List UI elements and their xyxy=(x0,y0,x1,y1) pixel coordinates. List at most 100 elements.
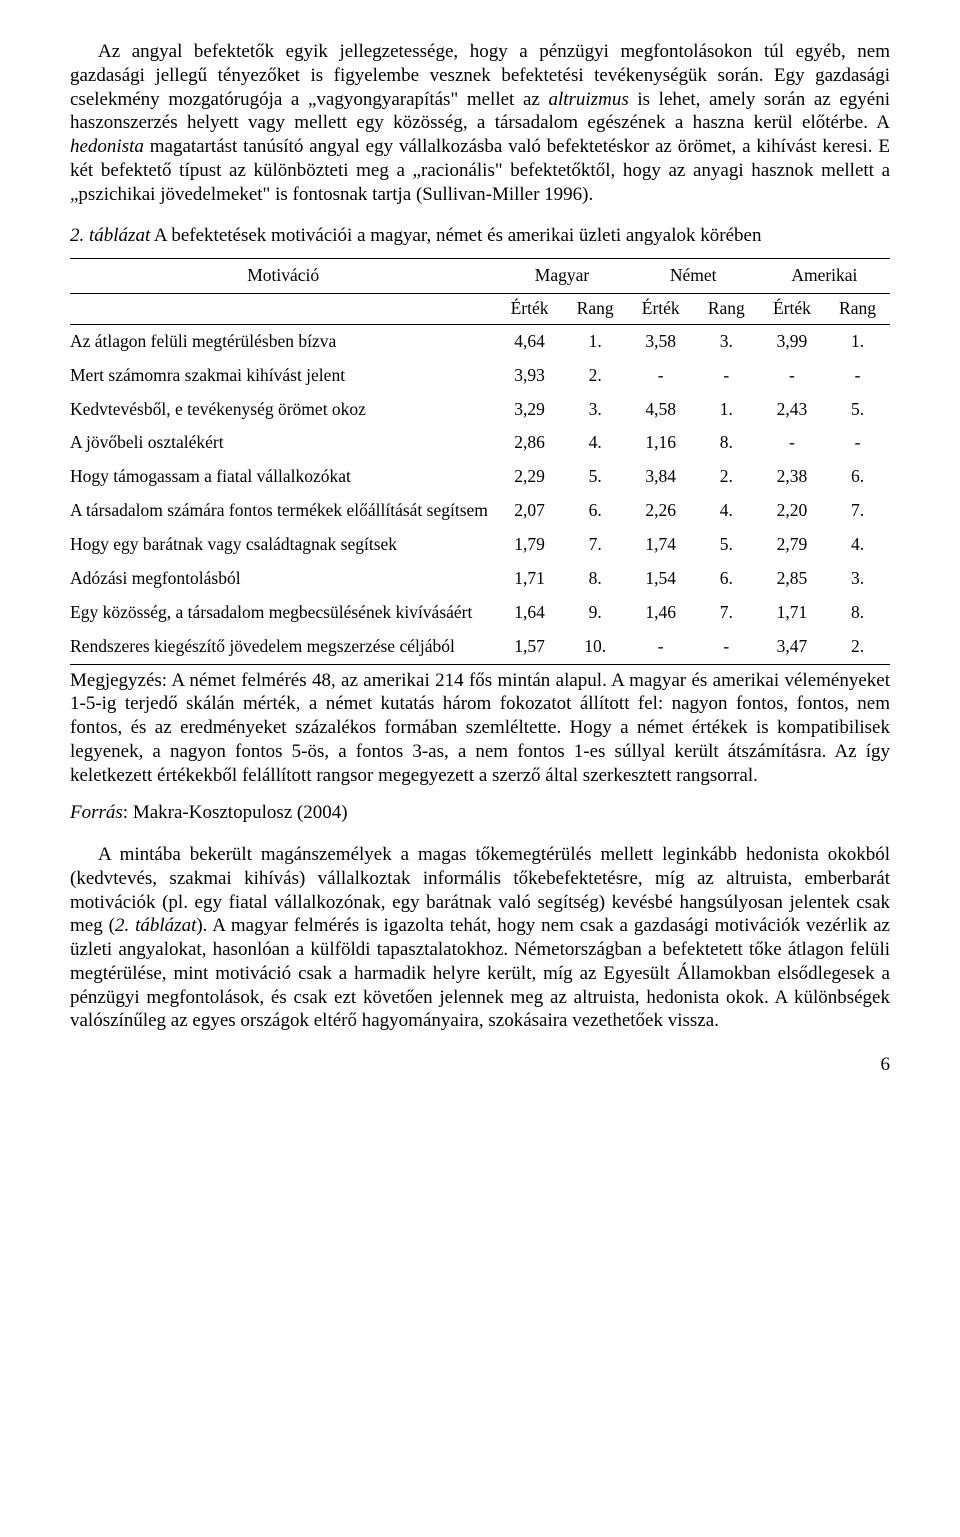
table-cell: 3,93 xyxy=(496,359,562,393)
table-row: Kedvtevésből, e tevékenység örömet okoz3… xyxy=(70,393,890,427)
row-label: Adózási megfontolásból xyxy=(70,562,496,596)
table-cell: 7. xyxy=(825,494,890,528)
table-cell: 7. xyxy=(694,596,759,630)
paragraph-2: A mintába bekerült magánszemélyek a maga… xyxy=(70,843,890,1033)
p1-italic-2: hedonista xyxy=(70,136,144,157)
row-label: Hogy egy barátnak vagy családtagnak segí… xyxy=(70,528,496,562)
row-label: A társadalom számára fontos termékek elő… xyxy=(70,494,496,528)
table-cell: 4. xyxy=(563,426,628,460)
th-ertek-3: Érték xyxy=(759,293,825,324)
table-cell: 8. xyxy=(694,426,759,460)
table-cell: 1,16 xyxy=(628,426,694,460)
table-cell: - xyxy=(759,359,825,393)
table-cell: 4,58 xyxy=(628,393,694,427)
table-cell: 2,86 xyxy=(496,426,562,460)
th-rang-3: Rang xyxy=(825,293,890,324)
table-body: Az átlagon felüli megtérülésben bízva4,6… xyxy=(70,324,890,664)
th-nemet: Német xyxy=(628,259,759,294)
page-number: 6 xyxy=(70,1053,890,1077)
table-cell: 5. xyxy=(694,528,759,562)
th-ertek-2: Érték xyxy=(628,293,694,324)
table-row: Rendszeres kiegészítő jövedelem megszerz… xyxy=(70,630,890,664)
table-cell: 4,64 xyxy=(496,324,562,358)
table-cell: 3,58 xyxy=(628,324,694,358)
table-row: Hogy egy barátnak vagy családtagnak segí… xyxy=(70,528,890,562)
table-cell: 1,64 xyxy=(496,596,562,630)
th-ertek-1: Érték xyxy=(496,293,562,324)
table-cell: 1,71 xyxy=(496,562,562,596)
table-cell: 3,99 xyxy=(759,324,825,358)
th-motivation: Motiváció xyxy=(70,259,496,294)
table-row: Hogy támogassam a fiatal vállalkozókat2,… xyxy=(70,460,890,494)
table-row: Mert számomra szakmai kihívást jelent3,9… xyxy=(70,359,890,393)
th-blank xyxy=(70,293,496,324)
table-cell: 3. xyxy=(694,324,759,358)
row-label: Egy közösség, a társadalom megbecsülésén… xyxy=(70,596,496,630)
motivation-table: Motiváció Magyar Német Amerikai Érték Ra… xyxy=(70,258,890,665)
table-cell: 4. xyxy=(694,494,759,528)
table-cell: 3. xyxy=(563,393,628,427)
row-label: Rendszeres kiegészítő jövedelem megszerz… xyxy=(70,630,496,664)
table-cell: 8. xyxy=(563,562,628,596)
table-row: Adózási megfontolásból1,718.1,546.2,853. xyxy=(70,562,890,596)
table-cell: 2,38 xyxy=(759,460,825,494)
table-cell: 3. xyxy=(825,562,890,596)
table-note: Megjegyzés: A német felmérés 48, az amer… xyxy=(70,669,890,788)
table-cell: - xyxy=(759,426,825,460)
table-cell: 2. xyxy=(825,630,890,664)
table-cell: - xyxy=(825,426,890,460)
source-label: Forrás xyxy=(70,802,123,823)
table-cell: - xyxy=(825,359,890,393)
caption-text: A befektetések motivációi a magyar, néme… xyxy=(150,225,761,246)
table-cell: 3,84 xyxy=(628,460,694,494)
table-cell: 1. xyxy=(694,393,759,427)
table-cell: - xyxy=(694,630,759,664)
table-cell: 2,26 xyxy=(628,494,694,528)
p2-italic: 2. táblázat xyxy=(115,915,196,936)
table-cell: 2. xyxy=(694,460,759,494)
row-label: Az átlagon felüli megtérülésben bízva xyxy=(70,324,496,358)
table-caption: 2. táblázat A befektetések motivációi a … xyxy=(70,224,890,248)
table-cell: 2,79 xyxy=(759,528,825,562)
table-cell: 2,07 xyxy=(496,494,562,528)
table-cell: 8. xyxy=(825,596,890,630)
table-cell: 1. xyxy=(825,324,890,358)
row-label: Hogy támogassam a fiatal vállalkozókat xyxy=(70,460,496,494)
table-cell: 10. xyxy=(563,630,628,664)
table-cell: 1,74 xyxy=(628,528,694,562)
table-cell: 4. xyxy=(825,528,890,562)
table-cell: 1,54 xyxy=(628,562,694,596)
table-cell: 2. xyxy=(563,359,628,393)
table-header-row-1: Motiváció Magyar Német Amerikai xyxy=(70,259,890,294)
table-row: A társadalom számára fontos termékek elő… xyxy=(70,494,890,528)
caption-number: 2. táblázat xyxy=(70,225,150,246)
table-cell: 5. xyxy=(825,393,890,427)
p1-italic-1: altruizmus xyxy=(548,89,628,110)
th-amerikai: Amerikai xyxy=(759,259,890,294)
th-rang-2: Rang xyxy=(694,293,759,324)
table-cell: 6. xyxy=(694,562,759,596)
th-rang-1: Rang xyxy=(563,293,628,324)
table-cell: 3,29 xyxy=(496,393,562,427)
table-cell: 6. xyxy=(825,460,890,494)
row-label: Mert számomra szakmai kihívást jelent xyxy=(70,359,496,393)
table-row: Az átlagon felüli megtérülésben bízva4,6… xyxy=(70,324,890,358)
table-cell: 2,20 xyxy=(759,494,825,528)
table-cell: - xyxy=(628,359,694,393)
page-container: Az angyal befektetők egyik jellegzetessé… xyxy=(0,0,960,1117)
table-cell: - xyxy=(694,359,759,393)
table-cell: 6. xyxy=(563,494,628,528)
source-line: Forrás: Makra-Kosztopulosz (2004) xyxy=(70,801,890,825)
table-row: A jövőbeli osztalékért2,864.1,168.-- xyxy=(70,426,890,460)
table-cell: 2,29 xyxy=(496,460,562,494)
table-cell: 9. xyxy=(563,596,628,630)
table-cell: 2,85 xyxy=(759,562,825,596)
paragraph-1: Az angyal befektetők egyik jellegzetessé… xyxy=(70,40,890,206)
table-cell: 7. xyxy=(563,528,628,562)
table-cell: - xyxy=(628,630,694,664)
table-cell: 3,47 xyxy=(759,630,825,664)
table-cell: 1,46 xyxy=(628,596,694,630)
table-header-row-2: Érték Rang Érték Rang Érték Rang xyxy=(70,293,890,324)
row-label: A jövőbeli osztalékért xyxy=(70,426,496,460)
p1-text-c: magatartást tanúsító angyal egy vállalko… xyxy=(70,136,890,205)
